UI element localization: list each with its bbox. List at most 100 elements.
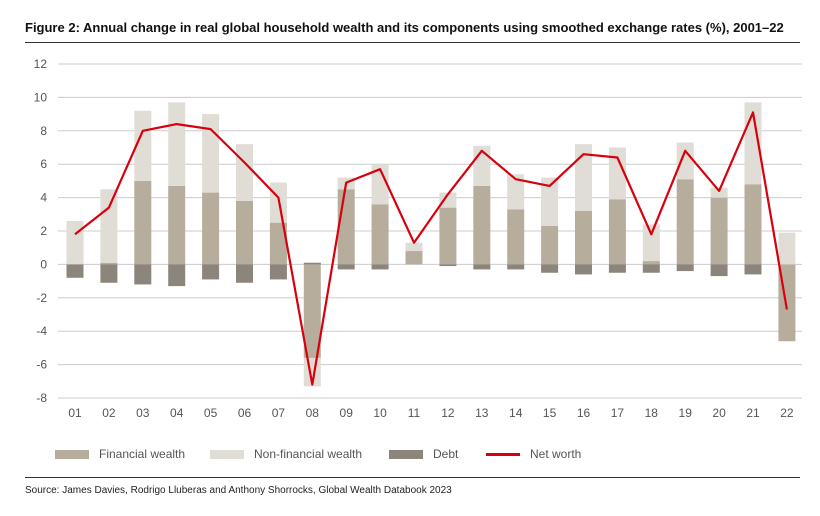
y-tick-label: -8: [36, 391, 47, 405]
y-tick-label: -2: [36, 291, 47, 305]
bar-non-financial-wealth: [541, 177, 559, 226]
legend-label-debt: Debt: [433, 447, 459, 461]
y-tick-label: 6: [40, 157, 47, 171]
bar-debt: [473, 264, 491, 270]
x-tick-label: 12: [441, 406, 455, 420]
bar-non-financial-wealth: [100, 189, 118, 263]
y-tick-label: 12: [34, 57, 48, 71]
x-tick-label: 16: [577, 406, 591, 420]
x-tick-label: 13: [475, 406, 489, 420]
x-tick-label: 22: [780, 406, 794, 420]
bar-financial-wealth: [269, 222, 287, 265]
bar-financial-wealth: [168, 185, 186, 265]
x-tick-label: 17: [611, 406, 625, 420]
bar-non-financial-wealth: [710, 187, 728, 198]
source-rule: [25, 477, 800, 478]
x-tick-label: 02: [102, 406, 116, 420]
bar-non-financial-wealth: [168, 102, 186, 186]
bar-debt: [608, 264, 626, 273]
x-tick-label: 07: [272, 406, 286, 420]
bar-debt: [744, 264, 762, 275]
y-tick-label: 4: [40, 191, 47, 205]
bar-non-financial-wealth: [66, 220, 84, 265]
legend-swatch-net-worth: [486, 452, 520, 456]
x-tick-label: 20: [712, 406, 726, 420]
bar-financial-wealth: [337, 189, 355, 265]
legend-label-financial-wealth: Financial wealth: [99, 447, 186, 461]
bar-financial-wealth: [575, 210, 592, 265]
bar-financial-wealth: [202, 192, 220, 265]
bar-debt: [371, 264, 389, 270]
bar-debt: [236, 264, 253, 283]
x-tick-label: 04: [170, 406, 184, 420]
bar-financial-wealth: [710, 197, 728, 265]
bar-non-financial-wealth: [575, 144, 592, 211]
bar-financial-wealth: [439, 207, 457, 265]
bar-financial-wealth: [676, 179, 694, 265]
x-tick-label: 05: [204, 406, 218, 420]
bar-non-financial-wealth: [236, 144, 253, 201]
y-tick-label: 8: [40, 124, 47, 138]
bar-debt: [134, 264, 152, 285]
legend-item-net-worth: Net worth: [486, 447, 581, 461]
x-tick-label: 03: [136, 406, 150, 420]
bar-debt: [710, 264, 728, 277]
bar-financial-wealth: [608, 199, 626, 265]
bar-debt: [507, 264, 525, 270]
bar-debt: [303, 262, 321, 265]
legend-swatch-non-financial-wealth: [210, 449, 244, 459]
bar-debt: [337, 264, 355, 270]
bar-non-financial-wealth: [507, 174, 525, 210]
x-tick-label: 19: [679, 406, 693, 420]
net-worth-line-path: [74, 111, 788, 386]
legend-swatch-debt: [389, 449, 423, 459]
bar-financial-wealth: [303, 264, 321, 358]
bar-debt: [168, 264, 186, 287]
bars: [66, 102, 796, 387]
x-tick-label: 18: [645, 406, 659, 420]
legend-label-net-worth: Net worth: [530, 447, 582, 461]
bar-debt: [202, 264, 220, 280]
bar-financial-wealth: [744, 184, 762, 265]
source-note: Source: James Davies, Rodrigo Lluberas a…: [25, 485, 452, 496]
y-tick-label: -6: [36, 358, 47, 372]
bar-debt: [269, 264, 287, 280]
y-tick-label: -4: [36, 324, 47, 338]
x-tick-label: 01: [68, 406, 82, 420]
bar-debt: [66, 264, 84, 278]
legend-item-non-financial-wealth: Non-financial wealth: [210, 447, 362, 461]
bar-financial-wealth: [236, 200, 253, 265]
y-tick-label: 2: [40, 224, 47, 238]
bar-financial-wealth: [473, 185, 491, 265]
bar-non-financial-wealth: [676, 142, 694, 180]
bar-non-financial-wealth: [405, 242, 423, 252]
legend-swatch-financial-wealth: [55, 449, 89, 459]
bar-debt: [541, 264, 559, 273]
x-tick-label: 09: [340, 406, 354, 420]
bar-debt: [100, 264, 118, 283]
bar-financial-wealth: [405, 251, 423, 265]
bar-non-financial-wealth: [439, 192, 457, 208]
bar-financial-wealth: [371, 204, 389, 265]
y-tick-label: 0: [40, 257, 47, 271]
bar-financial-wealth: [642, 261, 660, 265]
bar-non-financial-wealth: [642, 224, 660, 262]
x-tick-label: 11: [408, 406, 421, 420]
x-tick-label: 21: [746, 406, 760, 420]
net-worth-line: [74, 111, 788, 386]
chart-title: Figure 2: Annual change in real global h…: [25, 20, 784, 35]
legend: Financial wealth Non-financial wealth De…: [0, 447, 820, 467]
bar-debt: [642, 264, 660, 273]
x-tick-label: 08: [306, 406, 320, 420]
bar-financial-wealth: [507, 209, 525, 265]
bar-non-financial-wealth: [371, 164, 389, 205]
legend-item-financial-wealth: Financial wealth: [55, 447, 185, 461]
x-tick-label: 10: [373, 406, 387, 420]
bar-financial-wealth: [134, 180, 152, 265]
bar-debt: [439, 264, 457, 267]
bar-debt: [676, 264, 694, 272]
bar-non-financial-wealth: [778, 232, 796, 265]
legend-item-debt: Debt: [389, 447, 458, 461]
